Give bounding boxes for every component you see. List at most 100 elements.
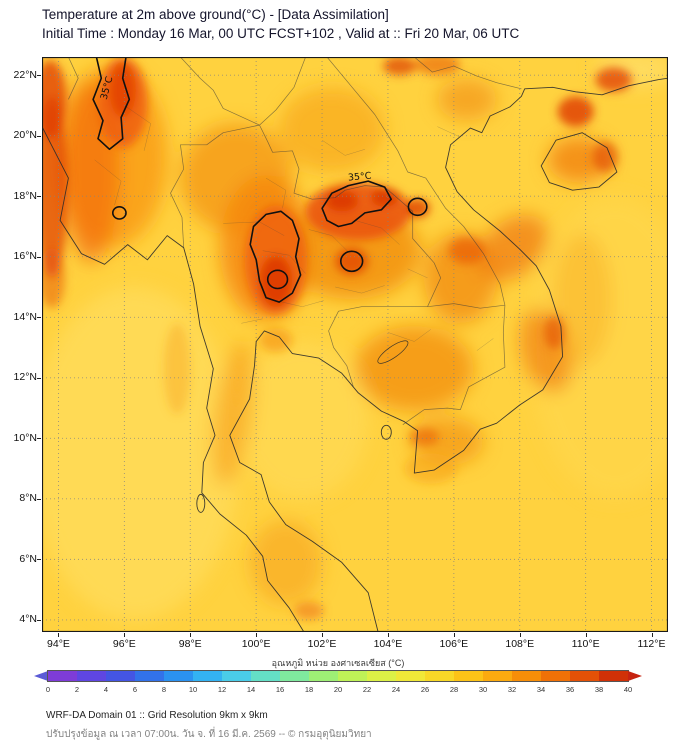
colorbar-tick-label: 30 — [478, 685, 488, 694]
lat-tick — [37, 317, 41, 319]
colorbar-segment — [512, 671, 541, 681]
colorbar-tick-label: 38 — [594, 685, 604, 694]
colorbar-tick-label: 0 — [45, 685, 51, 694]
lon-tick — [453, 633, 455, 637]
grid-lines — [42, 57, 668, 632]
coastlines — [42, 77, 668, 632]
update-info-text: ปรับปรุงข้อมูล ณ เวลา 07:00น. วัน จ. ที่… — [46, 729, 372, 740]
lat-tick-label: 6°N — [19, 552, 37, 565]
lat-tick-label: 4°N — [19, 613, 37, 626]
colorbar-tick-label: 20 — [333, 685, 343, 694]
lat-tick-label: 14°N — [13, 310, 37, 323]
lon-tick-label: 98°E — [178, 638, 202, 650]
lon-tick-label: 110°E — [571, 638, 600, 650]
lat-tick-label: 12°N — [13, 371, 37, 384]
lon-tick-label: 106°E — [439, 638, 469, 650]
lat-tick — [37, 196, 41, 198]
lon-tick — [651, 633, 653, 637]
colorbar-segment — [251, 671, 280, 681]
colorbar-gradient — [47, 670, 629, 682]
lat-tick — [37, 377, 41, 379]
lon-tick-label: 96°E — [112, 638, 136, 650]
lon-tick — [322, 633, 324, 637]
colorbar-segment — [541, 671, 570, 681]
colorbar-tick-label: 10 — [188, 685, 198, 694]
colorbar-tick-label: 26 — [420, 685, 430, 694]
lat-tick — [37, 498, 41, 500]
lon-tick — [190, 633, 192, 637]
lon-tick-label: 94°E — [47, 638, 70, 650]
temperature-field — [42, 57, 668, 620]
colorbar-segment — [338, 671, 367, 681]
colorbar-segment — [222, 671, 251, 681]
lat-tick — [37, 75, 41, 77]
lat-tick — [37, 135, 41, 137]
lon-tick — [585, 633, 587, 637]
lon-tick-label: 102°E — [307, 638, 337, 650]
lat-tick-label: 20°N — [13, 129, 37, 142]
lat-tick — [37, 438, 41, 440]
lat-tick — [37, 619, 41, 621]
colorbar-segment — [309, 671, 338, 681]
colorbar-tick-label: 18 — [304, 685, 314, 694]
colorbar-tick-label: 32 — [507, 685, 517, 694]
colorbar-tick-label: 2 — [74, 685, 80, 694]
colorbar-segment — [483, 671, 512, 681]
colorbar-tick-label: 24 — [391, 685, 401, 694]
lat-tick-label: 8°N — [19, 492, 37, 505]
country-borders — [68, 57, 522, 425]
colorbar-segment — [280, 671, 309, 681]
colorbar-segment — [135, 671, 164, 681]
colorbar-tick-label: 6 — [132, 685, 138, 694]
page-title: Temperature at 2m above ground(°C) - [Da… — [42, 7, 389, 22]
colorbar-tick-label: 4 — [103, 685, 109, 694]
colorbar-right-arrow-icon — [628, 671, 642, 681]
temperature-map: 35°C35°C — [42, 57, 668, 632]
lat-tick-label: 18°N — [13, 189, 37, 202]
temperature-contours — [92, 57, 428, 303]
lat-tick-label: 10°N — [13, 431, 37, 444]
colorbar-segment — [599, 671, 628, 681]
lon-tick-label: 104°E — [373, 638, 403, 650]
colorbar-tick-label: 12 — [217, 685, 227, 694]
colorbar-tick-label: 36 — [565, 685, 575, 694]
plot-frame — [42, 57, 668, 632]
lon-tick — [58, 633, 60, 637]
colorbar-segment — [570, 671, 599, 681]
contour-label: 35°C — [348, 171, 373, 184]
colorbar-segment — [425, 671, 454, 681]
lat-tick — [37, 256, 41, 258]
colorbar-segment — [106, 671, 135, 681]
colorbar-tick-label: 40 — [623, 685, 633, 694]
colorbar-title: อุณหภูมิ หน่วย องศาเซลเซียส (°C) — [271, 658, 405, 668]
colorbar-left-arrow-icon — [34, 671, 48, 681]
colorbar-segment — [367, 671, 396, 681]
lon-tick — [124, 633, 126, 637]
province-borders — [94, 105, 494, 351]
lon-tick — [387, 633, 389, 637]
lon-tick-label: 112°E — [637, 638, 666, 650]
colorbar-tick-label: 22 — [362, 685, 372, 694]
colorbar-tick-label: 8 — [161, 685, 167, 694]
page-subtitle: Initial Time : Monday 16 Mar, 00 UTC FCS… — [42, 26, 520, 41]
colorbar-segment — [164, 671, 193, 681]
colorbar-tick-label: 34 — [536, 685, 546, 694]
lon-tick-label: 108°E — [505, 638, 535, 650]
lon-tick — [256, 633, 258, 637]
lon-tick-label: 100°E — [241, 638, 271, 650]
colorbar-tick-label: 28 — [449, 685, 459, 694]
colorbar-segment — [48, 671, 77, 681]
lat-tick — [37, 559, 41, 561]
colorbar-segment — [454, 671, 483, 681]
colorbar-segment — [77, 671, 106, 681]
colorbar — [34, 670, 642, 682]
lat-tick-label: 16°N — [13, 250, 37, 263]
lon-tick — [519, 633, 521, 637]
colorbar-tick-label: 16 — [275, 685, 285, 694]
lat-tick-label: 22°N — [13, 68, 37, 81]
colorbar-segment — [396, 671, 425, 681]
domain-info-text: WRF-DA Domain 01 :: Grid Resolution 9km … — [46, 710, 268, 721]
colorbar-tick-label: 14 — [246, 685, 256, 694]
colorbar-segment — [193, 671, 222, 681]
